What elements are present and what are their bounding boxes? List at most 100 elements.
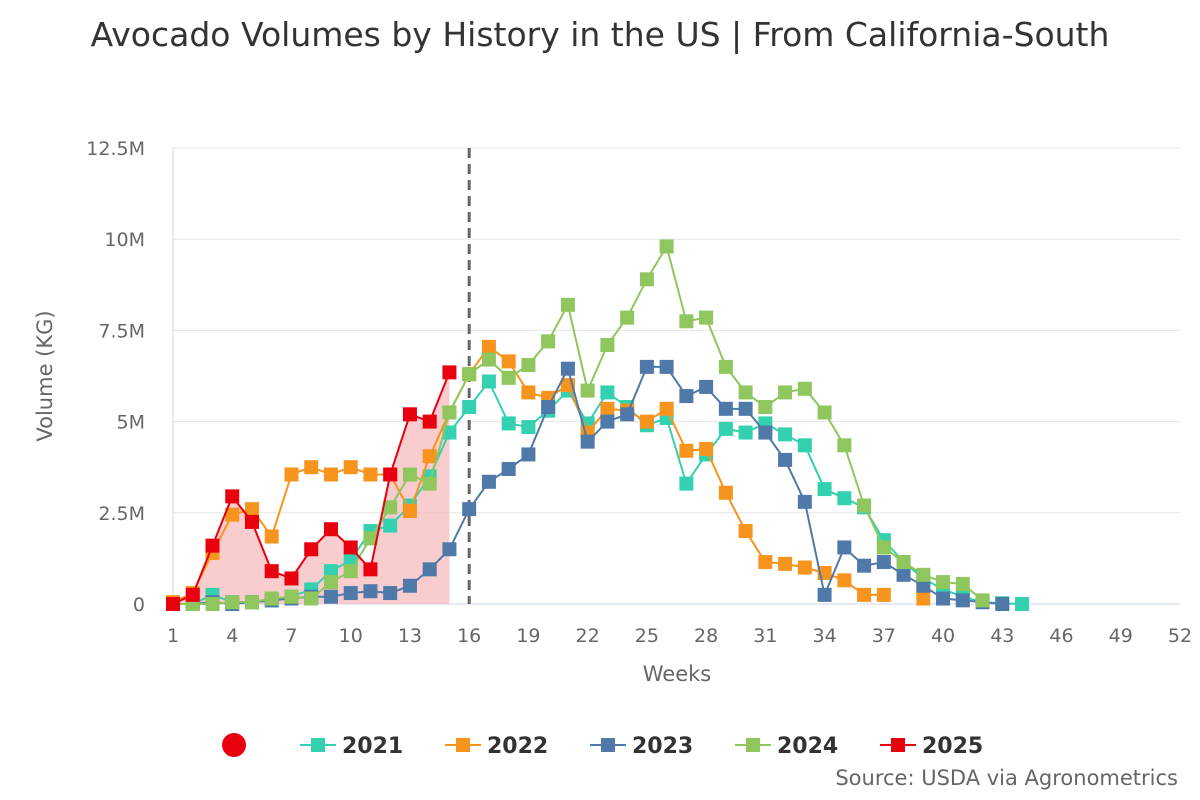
data-point-2024[interactable] <box>916 567 931 582</box>
data-point-2022[interactable] <box>304 460 319 475</box>
data-point-2023[interactable] <box>560 361 575 376</box>
data-point-2023[interactable] <box>383 586 398 601</box>
data-point-2022[interactable] <box>244 502 259 517</box>
data-point-2022[interactable] <box>778 556 793 571</box>
data-point-2022[interactable] <box>225 507 240 522</box>
data-point-2022[interactable] <box>521 385 536 400</box>
data-point-2021[interactable] <box>323 564 338 579</box>
data-point-2023[interactable] <box>936 591 951 606</box>
data-point-2022[interactable] <box>264 529 279 544</box>
data-point-2023[interactable] <box>718 401 733 416</box>
data-point-2022[interactable] <box>481 339 496 354</box>
data-point-2024[interactable] <box>797 381 812 396</box>
data-point-2023[interactable] <box>363 584 378 599</box>
data-point-2024[interactable] <box>738 385 753 400</box>
data-point-2022[interactable] <box>876 587 891 602</box>
data-point-2025[interactable] <box>284 571 299 586</box>
data-point-2023[interactable] <box>639 359 654 374</box>
data-point-2024[interactable] <box>541 334 556 349</box>
data-point-2022[interactable] <box>323 467 338 482</box>
data-point-2024[interactable] <box>679 314 694 329</box>
data-point-2024[interactable] <box>343 564 358 579</box>
data-point-2024[interactable] <box>778 385 793 400</box>
data-point-2023[interactable] <box>916 578 931 593</box>
data-point-2023[interactable] <box>699 379 714 394</box>
data-point-2023[interactable] <box>837 540 852 555</box>
data-point-2024[interactable] <box>521 358 536 373</box>
data-point-2023[interactable] <box>600 414 615 429</box>
data-point-2021[interactable] <box>501 416 516 431</box>
data-point-2021[interactable] <box>738 425 753 440</box>
data-point-2023[interactable] <box>620 407 635 422</box>
data-point-2025[interactable] <box>205 538 220 553</box>
data-point-2024[interactable] <box>442 405 457 420</box>
legend[interactable]: 2021 2022 2023 2024 2025 <box>222 733 983 759</box>
data-point-2022[interactable] <box>679 443 694 458</box>
data-point-2025[interactable] <box>185 587 200 602</box>
data-point-2022[interactable] <box>718 485 733 500</box>
data-point-2024[interactable] <box>896 555 911 570</box>
data-point-2024[interactable] <box>639 272 654 287</box>
data-point-2024[interactable] <box>304 591 319 606</box>
data-point-2021[interactable] <box>679 476 694 491</box>
data-point-2023[interactable] <box>521 447 536 462</box>
data-point-2025[interactable] <box>244 514 259 529</box>
data-point-2022[interactable] <box>284 467 299 482</box>
data-point-2022[interactable] <box>797 560 812 575</box>
data-point-2022[interactable] <box>837 573 852 588</box>
data-point-2024[interactable] <box>699 310 714 325</box>
legend-item-2023[interactable]: 2023 <box>590 734 693 759</box>
data-point-2024[interactable] <box>323 575 338 590</box>
data-point-2024[interactable] <box>501 370 516 385</box>
legend-item-2022[interactable]: 2022 <box>445 734 548 759</box>
data-point-2024[interactable] <box>225 595 240 610</box>
data-point-2024[interactable] <box>620 310 635 325</box>
data-point-2022[interactable] <box>600 401 615 416</box>
data-point-2022[interactable] <box>402 503 417 518</box>
data-point-2021[interactable] <box>462 400 477 415</box>
data-point-2022[interactable] <box>422 449 437 464</box>
data-point-2024[interactable] <box>560 297 575 312</box>
data-point-2024[interactable] <box>580 383 595 398</box>
data-point-2024[interactable] <box>205 597 220 611</box>
data-point-2021[interactable] <box>837 491 852 506</box>
data-point-2022[interactable] <box>758 555 773 570</box>
legend-item-2024[interactable]: 2024 <box>735 734 838 759</box>
data-point-2024[interactable] <box>264 591 279 606</box>
data-point-2022[interactable] <box>738 524 753 539</box>
data-point-2022[interactable] <box>857 587 872 602</box>
data-point-2024[interactable] <box>422 476 437 491</box>
data-point-2022[interactable] <box>639 414 654 429</box>
data-point-2025[interactable] <box>225 489 240 504</box>
data-point-2025[interactable] <box>264 564 279 579</box>
data-point-2025[interactable] <box>383 467 398 482</box>
data-point-2022[interactable] <box>501 354 516 369</box>
data-point-2025[interactable] <box>343 540 358 555</box>
data-point-2021[interactable] <box>797 438 812 453</box>
data-point-2024[interactable] <box>244 595 259 610</box>
data-point-2021[interactable] <box>600 385 615 400</box>
data-point-2023[interactable] <box>995 597 1010 611</box>
data-point-2024[interactable] <box>758 400 773 415</box>
data-point-2023[interactable] <box>323 589 338 604</box>
data-point-2023[interactable] <box>876 555 891 570</box>
data-point-2023[interactable] <box>738 401 753 416</box>
data-point-2023[interactable] <box>679 389 694 404</box>
data-point-2024[interactable] <box>383 500 398 515</box>
data-point-2024[interactable] <box>955 576 970 591</box>
data-point-2023[interactable] <box>857 558 872 573</box>
data-point-2023[interactable] <box>481 474 496 489</box>
data-point-2023[interactable] <box>778 452 793 467</box>
data-point-2021[interactable] <box>442 425 457 440</box>
legend-item-2025[interactable]: 2025 <box>880 734 983 759</box>
data-point-2022[interactable] <box>699 441 714 456</box>
data-point-2023[interactable] <box>402 578 417 593</box>
data-point-2025[interactable] <box>442 365 457 380</box>
data-point-2024[interactable] <box>876 540 891 555</box>
data-point-2024[interactable] <box>402 467 417 482</box>
data-point-2023[interactable] <box>817 587 832 602</box>
data-point-2023[interactable] <box>343 586 358 601</box>
data-point-2024[interactable] <box>284 589 299 604</box>
data-point-2024[interactable] <box>857 498 872 513</box>
data-point-2024[interactable] <box>817 405 832 420</box>
